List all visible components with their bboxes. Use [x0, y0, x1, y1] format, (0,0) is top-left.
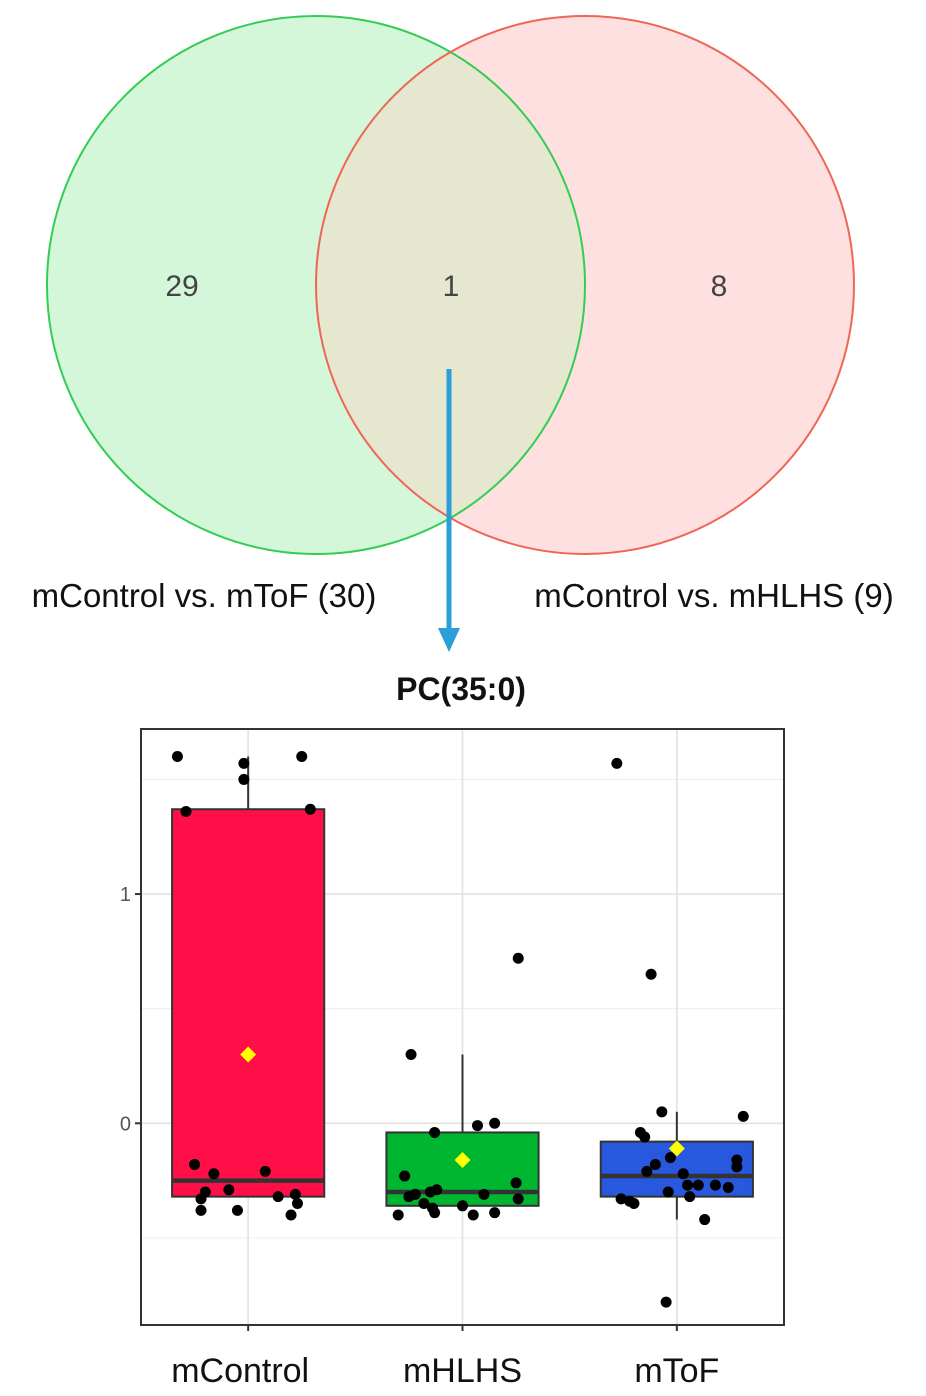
- data-point: [628, 1198, 640, 1210]
- data-point: [472, 1120, 484, 1132]
- data-point: [489, 1117, 501, 1129]
- data-point: [699, 1214, 711, 1226]
- data-point: [512, 952, 524, 964]
- mean-marker: [668, 1140, 685, 1157]
- data-point: [418, 1198, 430, 1210]
- arrow-down-icon: [438, 369, 460, 652]
- data-point: [722, 1181, 734, 1193]
- data-point: [649, 1159, 661, 1171]
- data-point: [709, 1179, 721, 1191]
- data-point: [272, 1191, 284, 1203]
- data-point: [611, 757, 623, 769]
- data-point: [660, 1296, 672, 1308]
- venn-count-left: 29: [165, 270, 198, 303]
- x-tick-label: mToF: [634, 1352, 719, 1390]
- data-point: [457, 1200, 468, 1212]
- data-point: [645, 968, 657, 980]
- data-point: [199, 1186, 211, 1198]
- data-point: [677, 1168, 689, 1180]
- mean-marker: [454, 1151, 471, 1168]
- data-point: [296, 751, 308, 763]
- data-point: [489, 1207, 501, 1219]
- data-point: [291, 1198, 303, 1210]
- x-tick-label: mHLHS: [403, 1352, 522, 1390]
- data-point: [409, 1188, 421, 1200]
- data-point: [656, 1106, 668, 1118]
- data-point: [684, 1191, 696, 1203]
- plot-points: [171, 751, 749, 1308]
- box-plot: 01 mControl mHLHS mToF: [120, 728, 785, 1390]
- data-point: [171, 751, 183, 763]
- venn-set-right-label: mControl vs. mHLHS (9): [534, 577, 893, 614]
- venn-intersection-region: [315, 52, 586, 518]
- data-point: [641, 1165, 653, 1177]
- data-point: [208, 1168, 220, 1180]
- data-point: [731, 1154, 743, 1166]
- data-point: [238, 757, 250, 769]
- data-point: [189, 1159, 201, 1171]
- data-point: [304, 803, 316, 815]
- data-point: [259, 1165, 271, 1177]
- data-point: [392, 1209, 404, 1221]
- venn-count-intersection: 1: [443, 270, 460, 303]
- data-point: [737, 1110, 749, 1122]
- venn-count-right: 8: [711, 270, 728, 303]
- data-point: [467, 1209, 479, 1221]
- data-point: [399, 1170, 411, 1182]
- data-point: [692, 1179, 704, 1191]
- data-point: [510, 1177, 522, 1189]
- data-point: [195, 1204, 207, 1216]
- data-point: [285, 1209, 297, 1221]
- y-axis: 01: [120, 884, 141, 1135]
- data-point: [429, 1207, 441, 1219]
- y-tick-label: 0: [120, 1113, 131, 1135]
- data-point: [615, 1193, 627, 1205]
- mean-marker: [240, 1046, 257, 1063]
- data-point: [231, 1204, 243, 1216]
- chart-title: PC(35:0): [396, 671, 526, 707]
- data-point: [289, 1188, 301, 1200]
- data-point: [405, 1049, 417, 1061]
- venn-diagram: 29 1 8 mControl vs. mToF (30) mControl v…: [32, 15, 894, 614]
- x-axis: mControl mHLHS mToF: [171, 1325, 719, 1390]
- venn-set-right-outline: [315, 15, 855, 555]
- plot-means: [240, 1046, 685, 1168]
- box-mControl: [171, 808, 326, 1198]
- venn-set-left-outline: [46, 15, 586, 555]
- x-tick-label: mControl: [171, 1352, 309, 1390]
- venn-set-left-label: mControl vs. mToF (30): [32, 577, 377, 614]
- y-tick-label: 1: [120, 884, 131, 906]
- data-point: [664, 1152, 676, 1164]
- data-point: [662, 1186, 674, 1198]
- data-point: [639, 1131, 651, 1143]
- data-point: [180, 806, 192, 818]
- data-point: [223, 1184, 235, 1196]
- data-point: [478, 1188, 490, 1200]
- data-point: [512, 1193, 524, 1205]
- data-point: [238, 773, 250, 785]
- data-point: [429, 1126, 441, 1138]
- data-point: [431, 1184, 443, 1196]
- data-point: [682, 1179, 694, 1191]
